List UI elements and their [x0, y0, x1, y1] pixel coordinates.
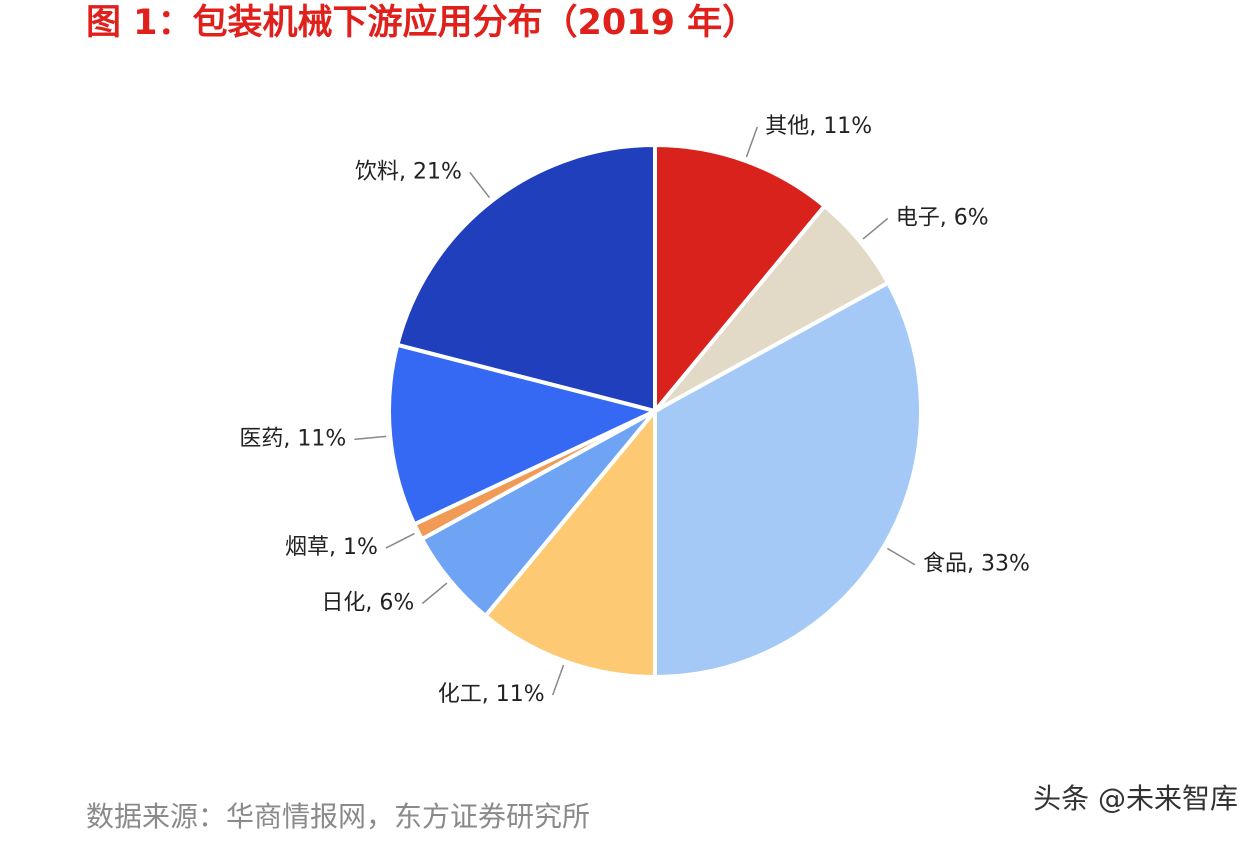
value-label: 11%	[297, 426, 346, 451]
pie-slice	[653, 142, 828, 417]
leader-line	[385, 532, 415, 549]
category-label: 医药	[239, 426, 283, 451]
leader-line	[887, 547, 916, 566]
value-label: 11%	[496, 682, 545, 707]
pie-slice	[387, 342, 661, 527]
value-label: 6%	[954, 205, 989, 230]
category-label: 食品	[923, 552, 967, 577]
leader-line	[421, 582, 448, 605]
pie-slice	[482, 405, 657, 680]
category-label: 电子	[896, 205, 940, 230]
leader-line	[862, 217, 889, 240]
leader-line	[354, 435, 387, 441]
slice-label: 医药, 11%	[239, 426, 346, 451]
slice-label: 日化, 6%	[321, 591, 414, 616]
pie-slice	[653, 280, 923, 680]
slice-label: 电子, 6%	[896, 205, 989, 230]
leader-line	[469, 171, 491, 199]
leader-line	[745, 126, 759, 158]
slice-label: 饮料, 21%	[355, 159, 462, 184]
category-label: 饮料	[355, 159, 399, 184]
pie-slice	[394, 142, 657, 414]
slice-label: 化工, 11%	[438, 682, 545, 707]
pie: 其他, 11% 电子, 6% 食品, 33% 化工, 11% 日化, 6% 烟草, 1% 医…	[239, 114, 1029, 707]
category-label: 烟草	[285, 535, 329, 560]
value-label: 21%	[413, 159, 462, 184]
category-label: 化工	[438, 682, 482, 707]
source-note: 数据来源：华商情报网，东方证券研究所	[86, 800, 590, 833]
slice-label: 烟草, 1%	[285, 535, 378, 560]
value-label: 1%	[343, 535, 378, 560]
value-label: 11%	[823, 114, 872, 139]
chart-title: 图 1：包装机械下游应用分布（2019 年）	[86, 2, 757, 43]
leader-line	[551, 664, 565, 696]
value-label: 33%	[981, 552, 1030, 577]
watermark: 头条 @未来智库	[1033, 782, 1238, 815]
category-label: 日化	[321, 591, 365, 616]
category-label: 其他	[765, 114, 809, 139]
slice-label: 其他, 11%	[765, 114, 872, 139]
slice-label: 食品, 33%	[923, 552, 1030, 577]
value-label: 6%	[379, 591, 414, 616]
